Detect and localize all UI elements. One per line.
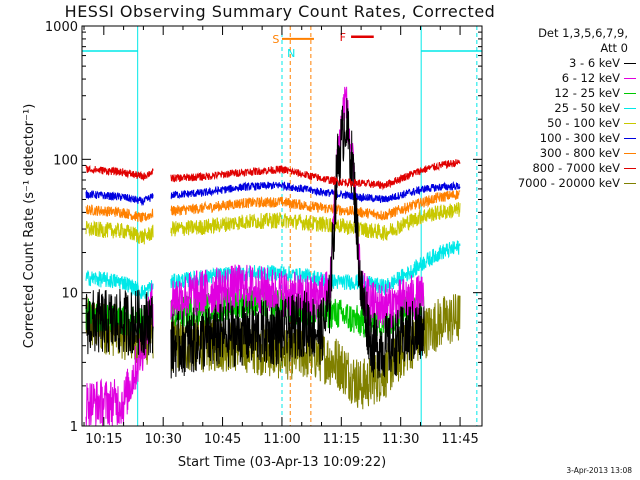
y-tick-label: 1000 bbox=[45, 20, 78, 35]
legend-header-line-2: Att 0 bbox=[600, 41, 628, 55]
legend-item: 50 - 100 keV bbox=[476, 116, 636, 131]
series-line-7 bbox=[85, 159, 461, 191]
series-line-5 bbox=[85, 181, 461, 206]
annotation-n: N bbox=[287, 47, 295, 60]
legend-item: 12 - 25 keV bbox=[476, 86, 636, 101]
timestamp: 3-Apr-2013 13:08 bbox=[566, 466, 632, 475]
series-line-0 bbox=[85, 98, 425, 379]
x-tick-label: 11:30 bbox=[382, 432, 419, 447]
legend-swatch bbox=[624, 123, 636, 124]
legend-swatch bbox=[624, 138, 636, 139]
legend-item: 25 - 50 keV bbox=[476, 101, 636, 116]
legend-item: 100 - 300 keV bbox=[476, 131, 636, 146]
legend-swatch bbox=[624, 108, 636, 109]
legend-label: 7000 - 20000 keV bbox=[517, 176, 620, 190]
legend-swatch bbox=[624, 183, 636, 184]
legend-label: 100 - 300 keV bbox=[539, 131, 620, 145]
x-tick-label: 10:45 bbox=[204, 432, 241, 447]
x-tick-label: 10:15 bbox=[85, 432, 122, 447]
legend-label: 800 - 7000 keV bbox=[532, 161, 620, 175]
legend-label: 25 - 50 keV bbox=[554, 101, 620, 115]
legend-item: 800 - 7000 keV bbox=[476, 161, 636, 176]
annotation-f: F bbox=[340, 31, 346, 44]
x-tick-label: 11:45 bbox=[441, 432, 478, 447]
legend-item: 6 - 12 keV bbox=[476, 71, 636, 86]
legend-item: 7000 - 20000 keV bbox=[476, 176, 636, 191]
legend-label: 12 - 25 keV bbox=[554, 86, 620, 100]
legend-item: 3 - 6 keV bbox=[476, 56, 636, 71]
x-axis-label: Start Time (03-Apr-13 10:09:22) bbox=[178, 455, 386, 470]
legend-label: 50 - 100 keV bbox=[547, 116, 620, 130]
series-line-6 bbox=[85, 190, 461, 223]
legend-swatch bbox=[624, 168, 636, 169]
legend-header-line-1: Det 1,3,5,6,7,9, bbox=[538, 26, 628, 40]
legend-swatch bbox=[624, 93, 636, 94]
legend-label: 300 - 800 keV bbox=[539, 146, 620, 160]
x-tick-label: 10:30 bbox=[144, 432, 181, 447]
x-tick-label: 11:15 bbox=[323, 432, 360, 447]
x-tick-label: 11:00 bbox=[263, 432, 300, 447]
annotation-s: S bbox=[272, 33, 279, 46]
series-line-4 bbox=[85, 202, 461, 245]
legend-label: 6 - 12 keV bbox=[561, 71, 620, 85]
y-tick-label: 10 bbox=[61, 287, 78, 302]
legend-label: 3 - 6 keV bbox=[569, 56, 620, 70]
legend: Det 1,3,5,6,7,9, Att 0 3 - 6 keV 6 - 12 k… bbox=[476, 26, 636, 191]
legend-item: 300 - 800 keV bbox=[476, 146, 636, 161]
legend-swatch bbox=[624, 63, 636, 64]
legend-swatch bbox=[624, 78, 636, 79]
y-tick-label: 100 bbox=[53, 153, 78, 168]
legend-swatch bbox=[624, 153, 636, 154]
y-tick-label: 1 bbox=[70, 420, 78, 435]
y-axis-label: Corrected Count Rate (s⁻¹ detector⁻¹) bbox=[22, 104, 37, 349]
chart-title: HESSI Observing Summary Count Rates, Cor… bbox=[64, 2, 496, 21]
